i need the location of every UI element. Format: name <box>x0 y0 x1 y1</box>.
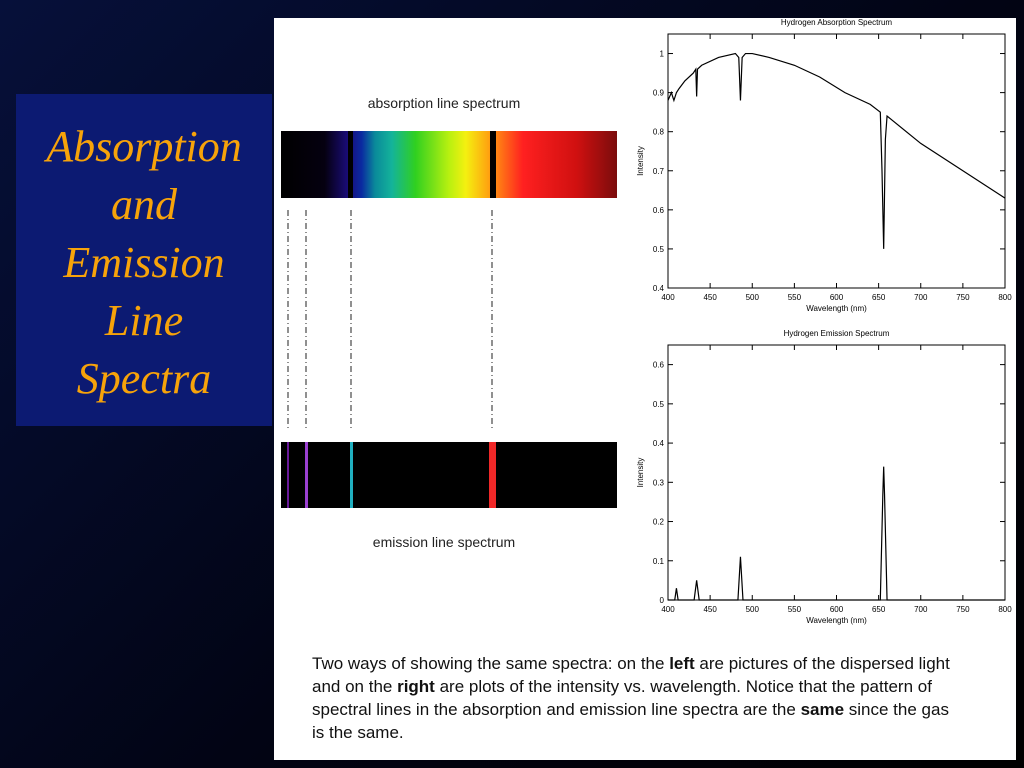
x-tick-label: 750 <box>956 293 970 302</box>
caption-emphasis: left <box>669 654 695 673</box>
x-tick-label: 700 <box>914 293 928 302</box>
y-axis-label: Intensity <box>636 458 645 488</box>
y-tick-label: 0.8 <box>653 128 665 137</box>
caption: Two ways of showing the same spectra: on… <box>312 652 962 744</box>
caption-emphasis: same <box>800 700 845 719</box>
x-axis-label: Wavelength (nm) <box>806 616 867 625</box>
emission-line <box>489 442 496 508</box>
y-tick-label: 0.4 <box>653 439 665 448</box>
x-tick-label: 800 <box>998 605 1012 614</box>
y-tick-label: 0.6 <box>653 361 665 370</box>
title: Absorption and Emission Line Spectra <box>16 94 272 408</box>
title-line: Emission <box>63 238 225 287</box>
x-tick-label: 800 <box>998 293 1012 302</box>
plot-frame <box>667 33 1006 289</box>
y-tick-label: 0.2 <box>653 518 665 527</box>
y-tick-label: 0.5 <box>653 400 665 409</box>
chart-title: Hydrogen Absorption Spectrum <box>781 18 893 27</box>
y-tick-label: 0.9 <box>653 89 665 98</box>
spectrum-bar <box>281 131 617 198</box>
caption-text: since the gas is the same. <box>312 700 949 742</box>
absorption-line <box>490 131 496 198</box>
x-tick-label: 650 <box>872 605 886 614</box>
emission-strip <box>281 442 617 508</box>
title-line: and <box>111 180 177 229</box>
y-axis-label: Intensity <box>636 146 645 176</box>
x-tick-label: 550 <box>788 605 802 614</box>
absorption-strip <box>281 131 617 198</box>
emission-line <box>350 442 353 508</box>
plot-frame <box>667 344 1006 601</box>
x-tick-label: 550 <box>788 293 802 302</box>
x-tick-label: 500 <box>746 293 760 302</box>
caption-emphasis: right <box>397 677 435 696</box>
y-tick-label: 0.1 <box>653 557 665 566</box>
caption-text: Two ways of showing the same spectra: on… <box>312 654 670 673</box>
emission-line <box>305 442 308 508</box>
spectrum-line <box>668 466 1005 601</box>
strip-label: absorption line spectrum <box>368 95 521 111</box>
y-tick-label: 0 <box>660 596 665 605</box>
spectrum-line <box>667 52 1006 249</box>
title-box: Absorption and Emission Line Spectra <box>16 94 272 426</box>
y-tick-label: 0.4 <box>653 284 665 293</box>
x-tick-label: 700 <box>914 605 928 614</box>
x-tick-label: 450 <box>703 293 717 302</box>
absorption-line <box>348 131 353 198</box>
title-line: Line <box>104 296 184 345</box>
x-tick-label: 400 <box>661 293 675 302</box>
x-tick-label: 650 <box>872 293 886 302</box>
emission-line <box>287 442 289 508</box>
chart-title: Hydrogen Emission Spectrum <box>784 329 890 338</box>
x-tick-label: 600 <box>830 605 844 614</box>
x-tick-label: 450 <box>703 605 717 614</box>
y-tick-label: 0.7 <box>653 167 665 176</box>
y-tick-label: 1 <box>660 50 665 59</box>
caption-text: are plots of the intensity vs. wavelengt… <box>312 677 932 719</box>
connector-lines <box>287 210 493 430</box>
y-tick-label: 0.3 <box>653 478 665 487</box>
y-tick-label: 0.5 <box>653 245 665 254</box>
x-tick-label: 600 <box>830 293 844 302</box>
caption-text: are pictures of the dispersed light and … <box>312 654 950 696</box>
x-tick-label: 400 <box>661 605 675 614</box>
title-line: Spectra <box>76 354 212 403</box>
strip-label: emission line spectrum <box>373 534 515 550</box>
x-axis-label: Wavelength (nm) <box>806 304 867 313</box>
title-line: Absorption <box>46 122 242 171</box>
x-tick-label: 750 <box>956 605 970 614</box>
y-tick-label: 0.6 <box>653 206 665 215</box>
spectrum-bar <box>281 442 617 508</box>
x-tick-label: 500 <box>746 605 760 614</box>
